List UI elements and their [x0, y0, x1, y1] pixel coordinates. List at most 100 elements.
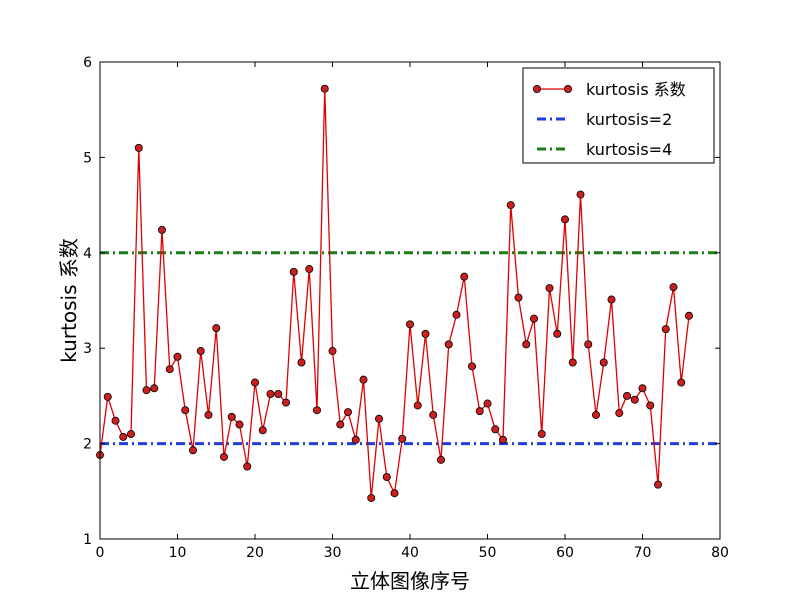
- data-point: [181, 406, 190, 415]
- data-point: [584, 340, 593, 349]
- data-point: [111, 416, 120, 425]
- legend-label: kurtosis=2: [586, 110, 672, 129]
- x-tick-label: 30: [324, 545, 342, 561]
- y-tick-label: 2: [83, 437, 92, 453]
- data-point: [227, 412, 236, 421]
- data-point: [204, 410, 213, 419]
- data-point: [553, 329, 562, 338]
- data-point: [165, 365, 174, 374]
- data-point: [444, 340, 453, 349]
- data-point: [623, 391, 632, 400]
- data-point: [436, 455, 445, 464]
- data-point: [250, 378, 259, 387]
- series-layer: [96, 84, 720, 502]
- data-point: [374, 414, 383, 423]
- data-point: [522, 340, 531, 349]
- data-point: [669, 283, 678, 292]
- y-axis-title: kurtosis 系数: [57, 238, 81, 363]
- data-point: [390, 489, 399, 498]
- data-point: [142, 386, 151, 395]
- data-point: [312, 406, 321, 415]
- data-point: [103, 392, 112, 401]
- data-point: [343, 408, 352, 417]
- data-point: [119, 432, 128, 441]
- data-point: [305, 265, 314, 274]
- data-point: [483, 399, 492, 408]
- x-tick-label: 40: [401, 545, 419, 561]
- data-point: [367, 493, 376, 502]
- data-point: [258, 426, 267, 435]
- legend: kurtosis 系数 kurtosis=2 kurtosis=4: [522, 67, 715, 164]
- data-point: [266, 389, 275, 398]
- data-point: [188, 446, 197, 455]
- data-point: [134, 143, 143, 152]
- data-point: [630, 395, 639, 404]
- x-tick-label: 70: [634, 545, 652, 561]
- y-tick-label: 3: [83, 341, 92, 357]
- data-point: [328, 347, 337, 356]
- data-point: [677, 378, 686, 387]
- data-point: [297, 358, 306, 367]
- data-point: [654, 480, 663, 489]
- y-tick-label: 6: [83, 55, 92, 71]
- data-point: [638, 384, 647, 393]
- data-point: [661, 325, 670, 334]
- data-point: [498, 435, 507, 444]
- legend-label: kurtosis=4: [586, 140, 672, 159]
- data-point: [281, 398, 290, 407]
- data-point: [460, 272, 469, 281]
- data-point: [514, 293, 523, 302]
- data-point: [150, 384, 159, 393]
- y-tick-label: 4: [83, 246, 92, 262]
- data-point: [491, 425, 500, 434]
- data-point: [274, 389, 283, 398]
- data-point: [561, 215, 570, 224]
- data-point: [359, 375, 368, 384]
- data-point: [405, 320, 414, 329]
- data-point: [506, 201, 515, 210]
- data-point: [196, 347, 205, 356]
- legend-box: [522, 67, 715, 164]
- data-point: [235, 420, 244, 429]
- data-point: [568, 358, 577, 367]
- legend-item: kurtosis=2: [537, 110, 672, 129]
- data-point: [351, 435, 360, 444]
- data-point: [452, 310, 461, 319]
- data-point: [592, 410, 601, 419]
- data-point: [576, 190, 585, 199]
- data-point: [685, 311, 694, 320]
- data-point: [320, 84, 329, 93]
- data-point: [289, 267, 298, 276]
- y-tick-label: 1: [83, 532, 92, 548]
- data-point: [429, 410, 438, 419]
- data-point: [607, 295, 616, 304]
- x-tick-label: 80: [711, 545, 729, 561]
- data-point: [421, 329, 430, 338]
- data-point: [336, 420, 345, 429]
- data-point: [173, 352, 182, 361]
- legend-item: kurtosis=4: [537, 140, 672, 159]
- data-point: [382, 472, 391, 481]
- data-point: [615, 409, 624, 418]
- data-point: [646, 401, 655, 410]
- data-point: [537, 430, 546, 439]
- data-point: [413, 401, 422, 410]
- data-point: [212, 324, 221, 333]
- data-point: [599, 358, 608, 367]
- legend-marker: [533, 85, 542, 94]
- data-point: [398, 434, 407, 443]
- legend-item: kurtosis 系数: [533, 80, 686, 99]
- x-tick-label: 0: [96, 545, 105, 561]
- legend-marker: [564, 85, 573, 94]
- data-point: [219, 452, 228, 461]
- data-point: [243, 462, 252, 471]
- axis-ticks: 0 10 20 30 40 50 60 70 80 1 2 3 4 5 6: [83, 55, 729, 561]
- data-point: [545, 284, 554, 293]
- x-tick-label: 20: [246, 545, 264, 561]
- y-tick-label: 5: [83, 150, 92, 166]
- x-tick-label: 60: [556, 545, 574, 561]
- x-tick-label: 50: [479, 545, 497, 561]
- data-point: [157, 225, 166, 234]
- x-tick-label: 10: [169, 545, 187, 561]
